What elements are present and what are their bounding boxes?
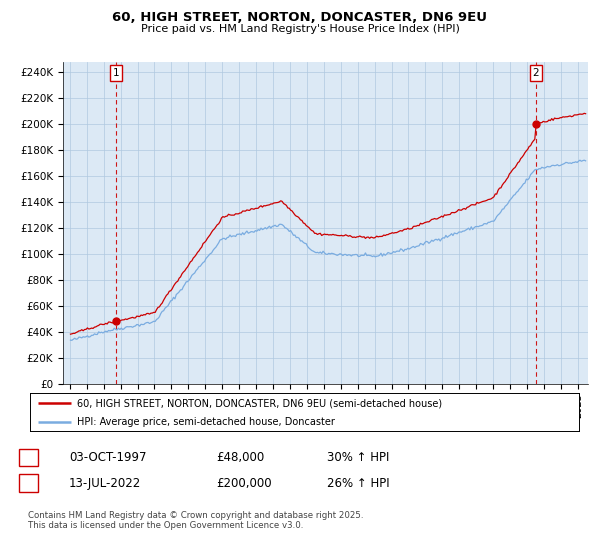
Text: £200,000: £200,000: [216, 477, 272, 490]
Text: 2: 2: [25, 478, 32, 488]
Text: £48,000: £48,000: [216, 451, 264, 464]
Text: 26% ↑ HPI: 26% ↑ HPI: [327, 477, 389, 490]
Text: Contains HM Land Registry data © Crown copyright and database right 2025.
This d: Contains HM Land Registry data © Crown c…: [28, 511, 364, 530]
Text: 1: 1: [25, 452, 32, 463]
Text: 03-OCT-1997: 03-OCT-1997: [69, 451, 146, 464]
Text: 2: 2: [533, 68, 539, 78]
Text: 1: 1: [113, 68, 119, 78]
Text: 13-JUL-2022: 13-JUL-2022: [69, 477, 141, 490]
Text: 60, HIGH STREET, NORTON, DONCASTER, DN6 9EU (semi-detached house): 60, HIGH STREET, NORTON, DONCASTER, DN6 …: [77, 399, 442, 409]
Text: Price paid vs. HM Land Registry's House Price Index (HPI): Price paid vs. HM Land Registry's House …: [140, 24, 460, 34]
Text: 30% ↑ HPI: 30% ↑ HPI: [327, 451, 389, 464]
Text: HPI: Average price, semi-detached house, Doncaster: HPI: Average price, semi-detached house,…: [77, 417, 335, 427]
Text: 60, HIGH STREET, NORTON, DONCASTER, DN6 9EU: 60, HIGH STREET, NORTON, DONCASTER, DN6 …: [113, 11, 487, 24]
